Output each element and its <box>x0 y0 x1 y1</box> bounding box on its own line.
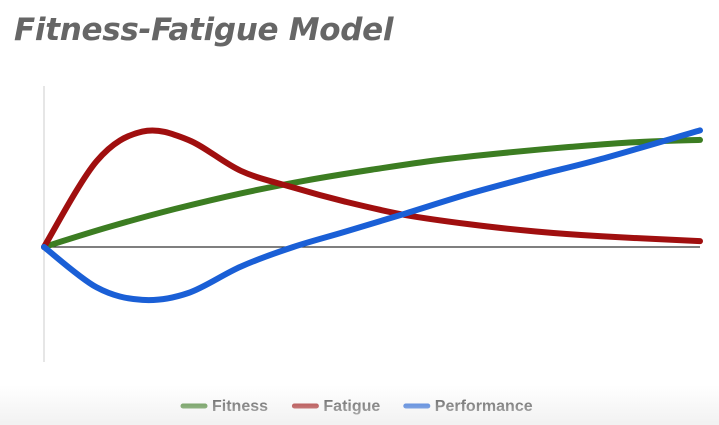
series-line-fatigue <box>41 127 703 250</box>
legend: Fitness Fatigue Performance <box>180 398 533 415</box>
series-line-fitness <box>41 136 703 250</box>
legend-label-fatigue: Fatigue <box>323 398 380 415</box>
legend-label-performance: Performance <box>435 398 533 415</box>
axes <box>43 86 700 362</box>
chart-title: Fitness-Fatigue Model <box>14 12 394 48</box>
series-line-performance <box>41 127 703 304</box>
series-lines <box>41 127 703 304</box>
legend-label-fitness: Fitness <box>212 398 268 415</box>
